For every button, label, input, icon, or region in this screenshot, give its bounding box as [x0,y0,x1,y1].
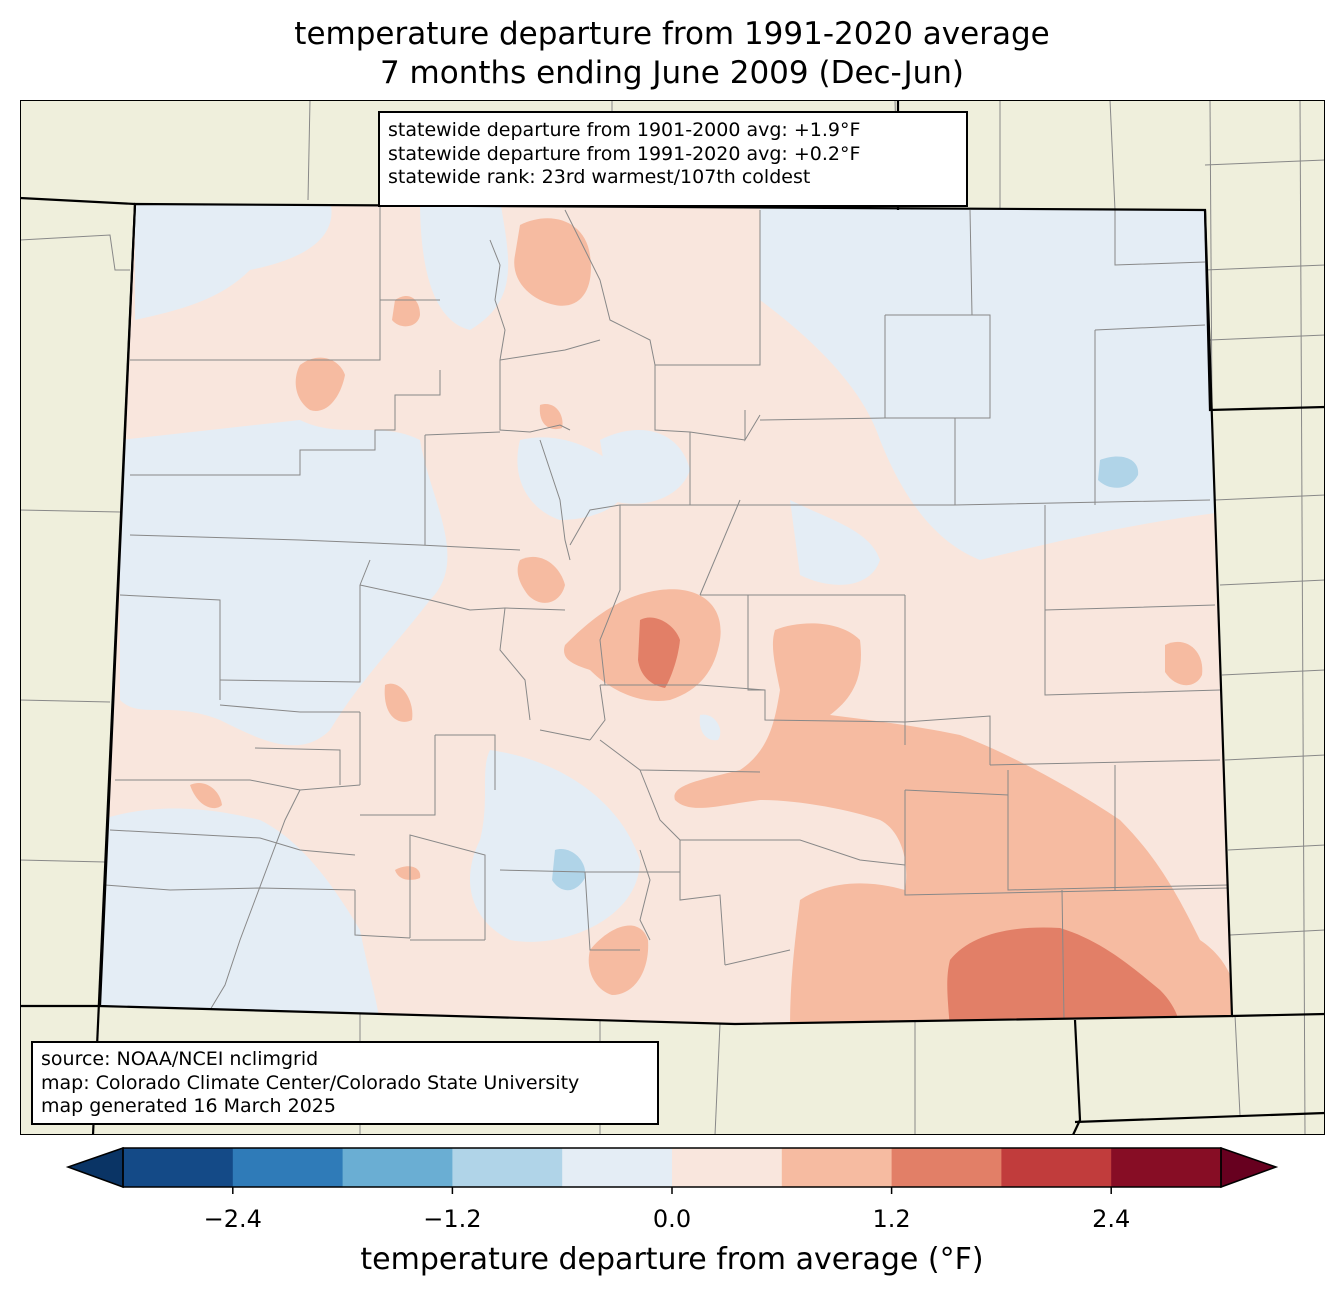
colorbar-under-arrow [65,1146,124,1189]
colorbar-segment [342,1148,453,1187]
colorbar-segment [1001,1148,1112,1187]
colorbar-segment [672,1148,783,1187]
cool-neutral-regions [100,204,1232,1024]
colorbar-segment [452,1148,563,1187]
colorbar-label: temperature departure from average (°F) [360,1242,984,1277]
map-title-line1: temperature departure from 1991-2020 ave… [294,16,1050,52]
colorbar-tick-label: 0.0 [652,1205,692,1233]
warm-regions [190,218,1232,1024]
statewide-stats-box: statewide departure from 1901-2000 avg: … [378,111,968,207]
colorbar-tick-label: 1.2 [872,1205,911,1233]
colorbar-tick-label: −2.4 [203,1205,262,1233]
colorbar-tick-label: −1.2 [423,1205,482,1233]
colorbar-segment [123,1148,234,1187]
colorbar-tick-marks [232,1187,1112,1194]
stat-line-rank: statewide rank: 23rd warmest/107th colde… [388,166,811,188]
map-credit-line: map: Colorado Climate Center/Colorado St… [41,1071,580,1094]
source-line: source: NOAA/NCEI nclimgrid [41,1048,319,1070]
colorbar-tick-label: 2.4 [1092,1205,1131,1233]
colorbar-segment [232,1148,344,1187]
irregular-boundaries [209,239,651,1011]
colorbar-over-arrow [1220,1146,1279,1189]
source-box: source: NOAA/NCEI nclimgrid map: Colorad… [31,1041,659,1125]
cool-regions [552,456,1139,891]
colorado-map [20,100,1325,1135]
colorbar-segment [781,1148,893,1187]
colorbar [65,1146,1279,1194]
stat-line-1991-2020: statewide departure from 1991-2020 avg: … [388,142,861,165]
county-lines [104,205,1229,1021]
colorbar-segment [1111,1148,1222,1187]
generated-date-line: map generated 16 March 2025 [41,1095,336,1117]
colorbar-segment [562,1148,673,1187]
stat-line-1901-2000: statewide departure from 1901-2000 avg: … [388,119,861,141]
map-title-line2: 7 months ending June 2009 (Dec-Jun) [379,55,965,91]
colorbar-segment [891,1148,1002,1187]
colorbar-segments [123,1148,1222,1187]
